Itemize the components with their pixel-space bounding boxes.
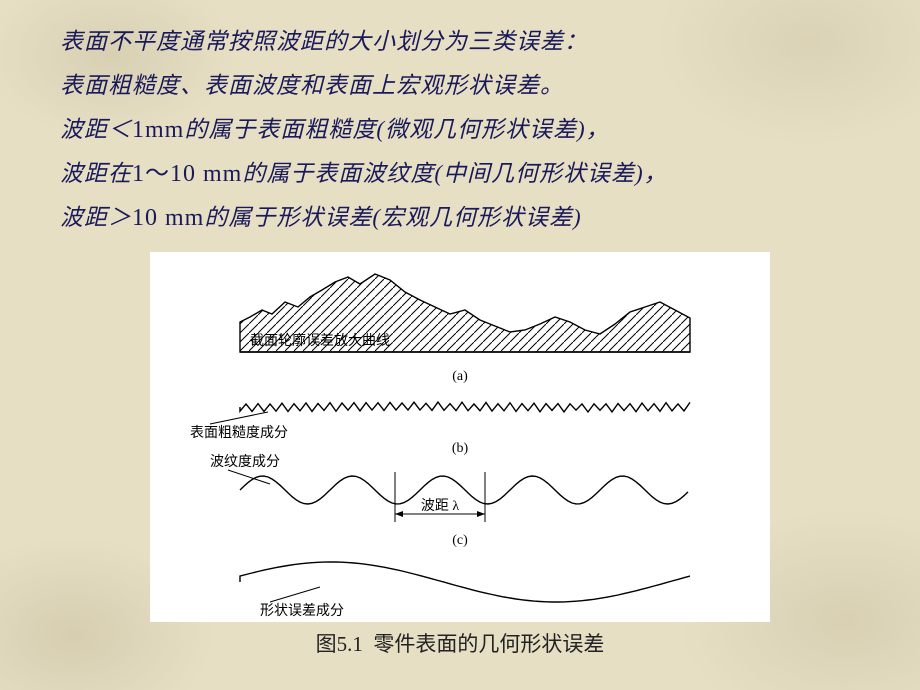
- figure-wrap: 截面轮廓误差放大曲线 (a) 表面粗糙度成分 (b) 波距 λ 波纹度成分 (c) 形状误差成…: [150, 252, 770, 658]
- text-num: 1mm: [132, 117, 184, 143]
- figure-svg: 截面轮廓误差放大曲线 (a) 表面粗糙度成分 (b) 波距 λ 波纹度成分 (c) 形状误差成…: [150, 252, 770, 622]
- svg-text:表面粗糙度成分: 表面粗糙度成分: [190, 425, 288, 441]
- text-span: 的属于表面粗糙度(微观几何形状误: [184, 117, 553, 142]
- caption-text: 零件表面的几何形状误差: [373, 632, 604, 656]
- text-span: 波距＜: [60, 117, 132, 142]
- text-line-1: 表面不平度通常按照波距的大小划分为三类误差：: [60, 20, 860, 64]
- svg-text:波纹度成分: 波纹度成分: [210, 454, 280, 470]
- text-span: 波距在: [60, 161, 132, 186]
- text-line-5: 波距＞10 mm的属于形状误差(宏观几何形状误差): [60, 196, 860, 240]
- text-span: 的属于表面波纹度(中间几何形状误差)，: [242, 161, 667, 186]
- text-span: 的属于形状误差(宏观几何形状误差): [204, 205, 581, 230]
- text-line-2: 表面粗糙度、表面波度和表面上宏观形状误差。: [60, 64, 860, 108]
- text-line-3: 波距＜1mm的属于表面粗糙度(微观几何形状误差)，: [60, 108, 860, 152]
- svg-text:波距 λ: 波距 λ: [421, 498, 459, 514]
- caption-prefix: 图: [316, 632, 337, 656]
- svg-text:(c): (c): [452, 533, 468, 548]
- figure-box: 截面轮廓误差放大曲线 (a) 表面粗糙度成分 (b) 波距 λ 波纹度成分 (c) 形状误差成…: [150, 252, 770, 622]
- svg-text:(b): (b): [452, 441, 469, 456]
- body-text: 表面不平度通常按照波距的大小划分为三类误差： 表面粗糙度、表面波度和表面上宏观形…: [60, 20, 860, 240]
- text-span: 表面不平度通常按照波距的大小划分为三类误差：: [60, 29, 588, 54]
- text-span: 表面粗糙度、表面波度和表面上宏观形状误差。: [60, 73, 564, 98]
- text-num: 10 mm: [132, 205, 204, 231]
- caption-num: 5.1: [337, 632, 363, 656]
- slide-content: 表面不平度通常按照波距的大小划分为三类误差： 表面粗糙度、表面波度和表面上宏观形…: [0, 0, 920, 658]
- svg-text:截面轮廓误差放大曲线: 截面轮廓误差放大曲线: [250, 332, 390, 349]
- text-line-4: 波距在1～10 mm的属于表面波纹度(中间几何形状误差)，: [60, 152, 860, 196]
- text-span: 差)，: [553, 117, 610, 142]
- svg-text:形状误差成分: 形状误差成分: [260, 603, 344, 619]
- svg-text:(a): (a): [452, 369, 468, 384]
- figure-caption: 图5.1 零件表面的几何形状误差: [150, 628, 770, 658]
- text-span: 波距＞: [60, 205, 132, 230]
- text-num: 1～10 mm: [132, 161, 242, 187]
